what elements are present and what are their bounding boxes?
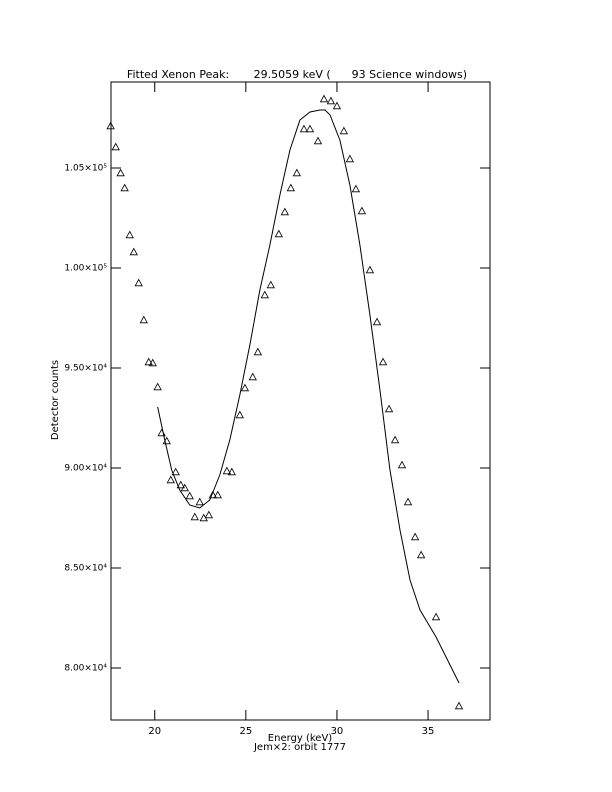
x-tick-label: 30 bbox=[331, 726, 344, 737]
y-tick-label: 9.50×10⁴ bbox=[64, 364, 107, 374]
data-point bbox=[286, 183, 296, 192]
data-point bbox=[129, 247, 138, 256]
data-point bbox=[134, 278, 143, 287]
x-axis-label: Energy (keV) bbox=[268, 733, 333, 744]
y-tick-label: 8.50×10⁴ bbox=[64, 564, 107, 574]
data-point bbox=[390, 435, 400, 444]
data-point bbox=[305, 124, 315, 133]
data-point bbox=[410, 532, 420, 541]
data-point bbox=[204, 510, 214, 519]
data-point bbox=[253, 347, 263, 356]
data-point bbox=[213, 490, 222, 499]
data-point bbox=[280, 207, 290, 216]
y-tick-label: 9.00×10⁴ bbox=[64, 464, 107, 474]
data-point bbox=[180, 483, 189, 492]
data-point bbox=[365, 265, 375, 274]
data-point bbox=[372, 317, 382, 326]
data-point bbox=[144, 357, 153, 366]
data-point bbox=[274, 229, 283, 238]
y-tick-label: 1.00×10⁵ bbox=[64, 264, 107, 274]
x-tick-label: 20 bbox=[148, 726, 161, 737]
data-point bbox=[240, 383, 250, 392]
data-point bbox=[339, 126, 349, 135]
data-point bbox=[111, 142, 120, 151]
data-point bbox=[384, 404, 394, 413]
y-tick-label: 8.00×10⁴ bbox=[64, 664, 107, 674]
y-axis-label: Detector counts bbox=[50, 360, 61, 440]
data-point bbox=[227, 467, 236, 476]
data-point bbox=[266, 280, 275, 289]
data-point bbox=[171, 467, 180, 476]
data-point bbox=[378, 357, 388, 366]
data-point bbox=[260, 290, 269, 299]
data-point bbox=[292, 168, 302, 177]
data-point bbox=[235, 410, 245, 419]
data-point bbox=[416, 550, 426, 559]
data-point bbox=[326, 96, 336, 105]
data-point bbox=[403, 497, 413, 506]
data-point bbox=[166, 475, 175, 484]
data-point bbox=[190, 512, 199, 521]
plot-frame bbox=[110, 81, 491, 721]
x-tick-label: 35 bbox=[422, 726, 435, 737]
data-point bbox=[351, 184, 361, 193]
data-point bbox=[299, 124, 309, 133]
data-point bbox=[120, 183, 129, 192]
fit-line bbox=[157, 109, 460, 684]
data-point bbox=[313, 136, 323, 145]
data-point bbox=[139, 315, 148, 324]
data-point bbox=[357, 206, 367, 215]
data-point bbox=[208, 490, 218, 499]
data-point bbox=[185, 491, 194, 500]
data-point bbox=[319, 94, 329, 103]
data-point bbox=[431, 612, 441, 621]
y-tick-label: 1.05×10⁵ bbox=[64, 164, 107, 174]
data-point bbox=[153, 382, 162, 391]
chart-title: Fitted Xenon Peak: 29.5059 keV ( 93 Scie… bbox=[127, 68, 467, 81]
data-point bbox=[116, 168, 125, 177]
data-point bbox=[148, 358, 157, 367]
subtitle: Jem×2: orbit 1777 bbox=[253, 742, 346, 753]
data-point bbox=[332, 101, 342, 110]
x-tick-label: 25 bbox=[239, 726, 252, 737]
data-point bbox=[176, 480, 185, 489]
data-point bbox=[397, 460, 407, 469]
data-point bbox=[248, 372, 257, 381]
data-point bbox=[125, 230, 134, 239]
data-point bbox=[222, 466, 232, 475]
data-point bbox=[345, 154, 355, 163]
data-point bbox=[454, 701, 464, 710]
data-point bbox=[195, 497, 204, 506]
data-point bbox=[106, 121, 115, 130]
